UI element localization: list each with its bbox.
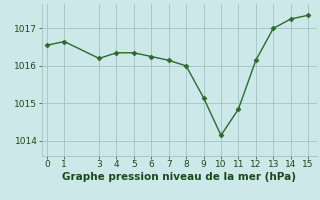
- X-axis label: Graphe pression niveau de la mer (hPa): Graphe pression niveau de la mer (hPa): [62, 172, 296, 182]
